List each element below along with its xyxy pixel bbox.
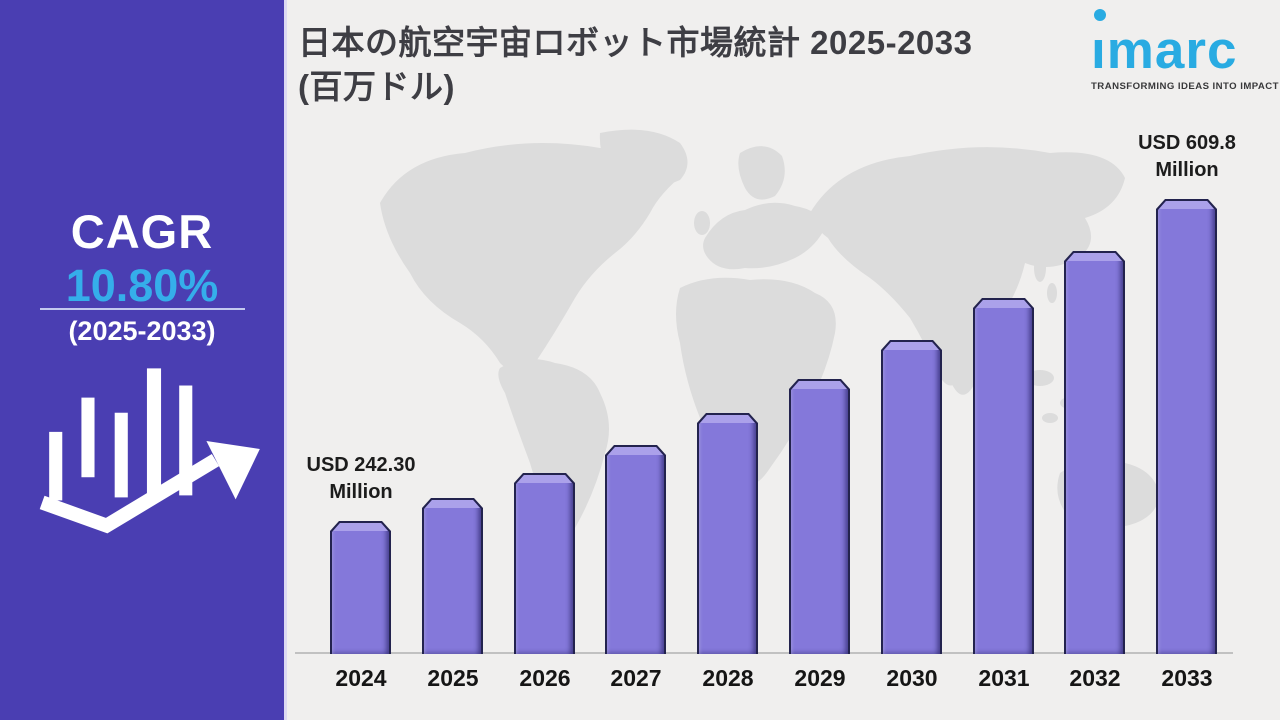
chart-title-line2: (百万ドル) bbox=[298, 67, 455, 105]
imarc-logo-tagline: TRANSFORMING IDEAS INTO IMPACT bbox=[1091, 81, 1279, 92]
bar-front-face bbox=[791, 381, 848, 654]
bar-top-face bbox=[1159, 201, 1214, 209]
bar-top-face bbox=[608, 447, 663, 455]
bar-top-face bbox=[884, 342, 939, 350]
chart-title-line1: 日本の航空宇宙ロボット市場統計 2025-2033 bbox=[298, 24, 973, 61]
x-axis-label-2030: 2030 bbox=[886, 665, 938, 691]
x-axis-label-2029: 2029 bbox=[794, 665, 846, 691]
bar-2027 bbox=[605, 445, 666, 654]
x-axis-label-2028: 2028 bbox=[702, 665, 754, 691]
bar-2031 bbox=[973, 298, 1034, 654]
cagr-label: CAGR bbox=[70, 205, 214, 258]
x-axis-label-2033: 2033 bbox=[1161, 665, 1213, 691]
value-label-2024: USD 242.30 Million bbox=[306, 454, 416, 503]
bar-front-face bbox=[424, 500, 481, 654]
value-label-2033: USD 609.8 Million bbox=[1138, 132, 1236, 181]
bar-front-face bbox=[332, 523, 389, 654]
cagr-sidebar: CAGR 10.80% (2025-2033) bbox=[0, 0, 287, 720]
bar-2028 bbox=[697, 413, 758, 654]
x-axis-label-2032: 2032 bbox=[1069, 665, 1121, 691]
bar-2032 bbox=[1064, 251, 1125, 654]
bar-front-face bbox=[975, 300, 1032, 654]
x-axis-label-2026: 2026 bbox=[519, 665, 571, 691]
chart-title: 日本の航空宇宙ロボット市場統計 2025-2033 (百万ドル) bbox=[298, 21, 1088, 108]
imarc-logo-dot-icon bbox=[1094, 9, 1106, 21]
bar-front-face bbox=[1158, 201, 1215, 654]
imarc-logo: ımarc TRANSFORMING IDEAS INTO IMPACT bbox=[1091, 6, 1279, 92]
x-axis-label-2025: 2025 bbox=[427, 665, 479, 691]
bar-front-face bbox=[516, 475, 573, 654]
x-axis-label-2031: 2031 bbox=[978, 665, 1030, 691]
bar-2030 bbox=[881, 340, 942, 654]
bar-front-face bbox=[699, 415, 756, 654]
bar-top-face bbox=[425, 500, 480, 508]
bar-top-face bbox=[517, 475, 572, 483]
cagr-value: 10.80% bbox=[65, 260, 219, 311]
bar-2033 bbox=[1156, 199, 1217, 654]
growth-chart-arrow-icon bbox=[39, 368, 260, 534]
cagr-period: (2025-2033) bbox=[68, 316, 216, 346]
x-axis-label-2027: 2027 bbox=[610, 665, 662, 691]
bar-front-face bbox=[607, 447, 664, 654]
bar-2024 bbox=[330, 521, 391, 654]
cagr-divider bbox=[40, 308, 245, 310]
bar-top-face bbox=[1067, 253, 1122, 261]
bar-front-face bbox=[883, 342, 940, 654]
bar-2026 bbox=[514, 473, 575, 654]
bar-top-face bbox=[976, 300, 1031, 308]
x-axis-line bbox=[295, 652, 1233, 654]
imarc-logo-wordmark: ımarc bbox=[1091, 21, 1238, 80]
bar-front-face bbox=[1066, 253, 1123, 654]
bar-2025 bbox=[422, 498, 483, 654]
bar-top-face bbox=[333, 523, 388, 531]
bar-top-face bbox=[792, 381, 847, 389]
bar-2029 bbox=[789, 379, 850, 654]
x-axis-label-2024: 2024 bbox=[335, 665, 387, 691]
bar-top-face bbox=[700, 415, 755, 423]
